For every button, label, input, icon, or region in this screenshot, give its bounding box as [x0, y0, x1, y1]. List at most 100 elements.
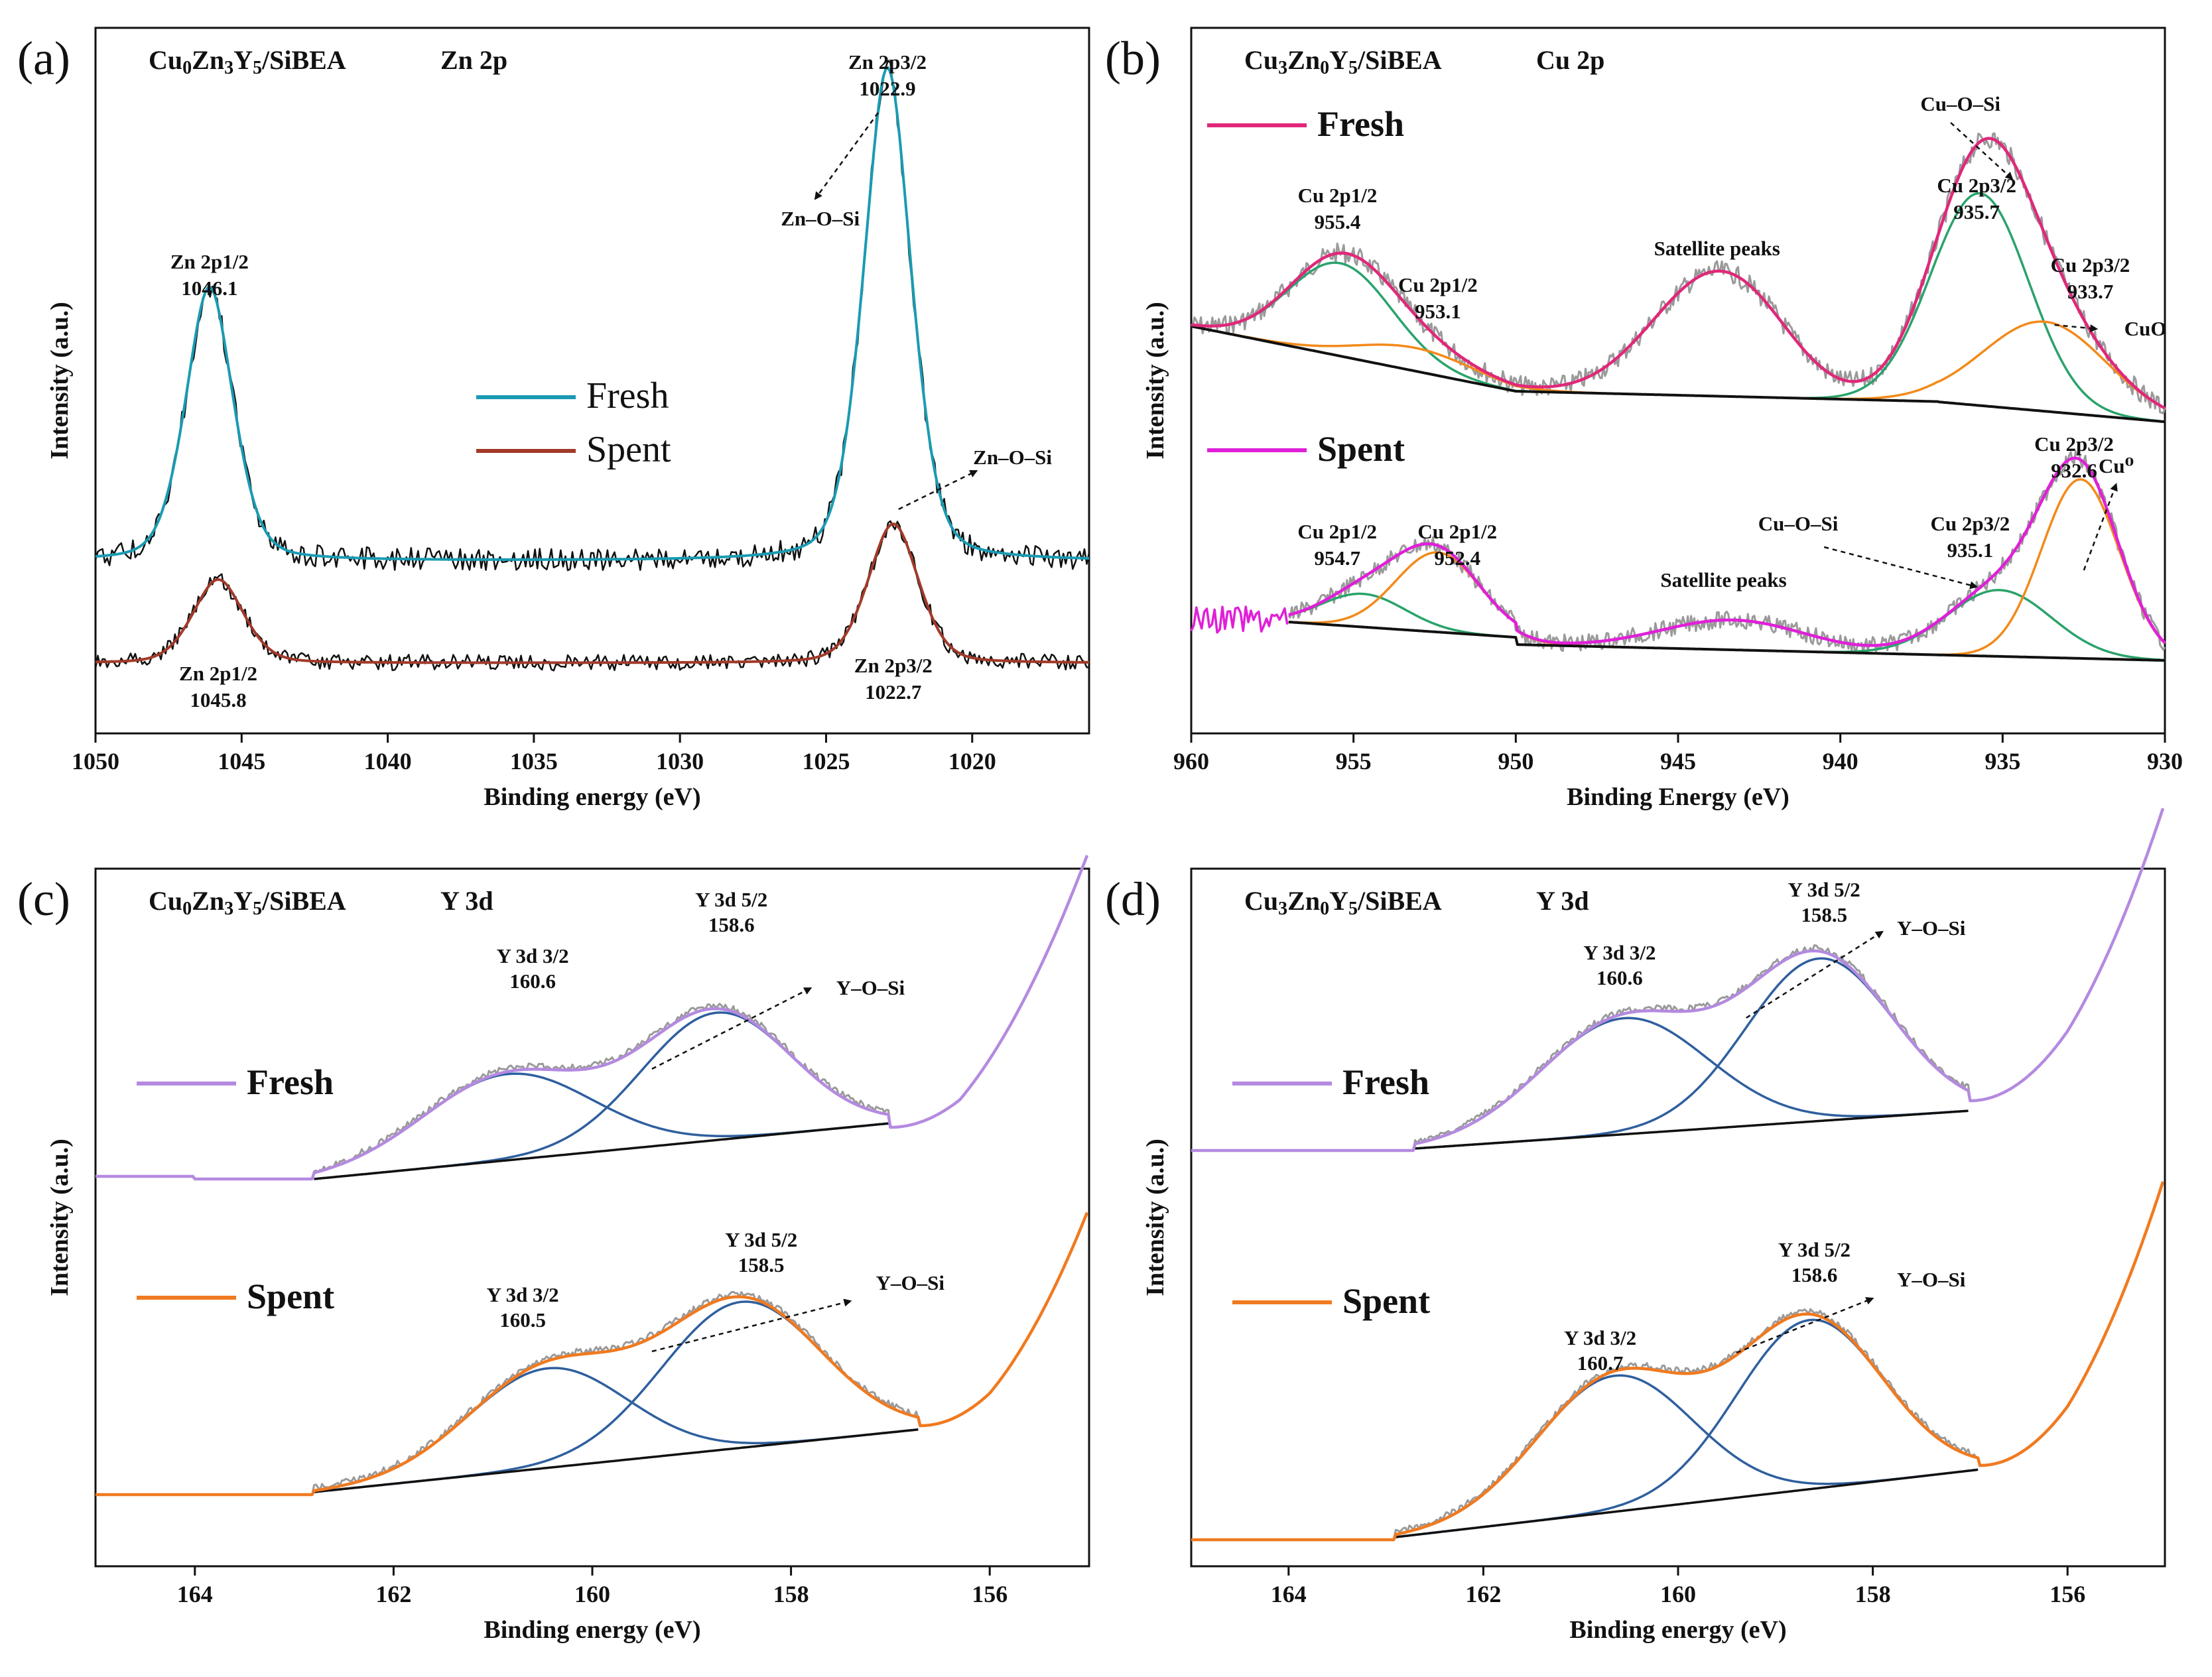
x-tick-label: 940 [1823, 748, 1858, 775]
fresh-background [1415, 1109, 1969, 1150]
spent-raw-spectrum [94, 520, 1089, 672]
fresh-fit-line [95, 66, 1090, 561]
peak-annotation: Zn–O–Si [973, 446, 1052, 469]
peak-annotation: Satellite peaks [1660, 568, 1786, 591]
legend-label: Fresh [1342, 1062, 1429, 1102]
peak-annotation: Y–O–Si [876, 1271, 945, 1294]
fresh-fit-component [1415, 1017, 1969, 1145]
fresh-envelope [1191, 137, 2166, 410]
peak-annotation: Cu–O–Si [1758, 512, 1839, 535]
peak-annotation: Zn 2p3/2 [848, 50, 927, 74]
legend-label: Fresh [1317, 104, 1404, 144]
peak-annotation: Zn 2p1/2 [170, 250, 249, 273]
fresh-raw-spectrum [1191, 808, 2164, 1152]
region-title: Cu 2p [1536, 45, 1604, 75]
legend-label: Spent [586, 429, 671, 470]
plot-frame [94, 27, 1090, 735]
peak-annotation: Y 3d 5/2 [695, 888, 767, 911]
x-tick-label: 158 [773, 1581, 809, 1607]
peak-annotation: Zn 2p1/2 [179, 662, 257, 685]
spent-raw-spectrum [1287, 450, 2166, 654]
peak-annotation: 160.6 [509, 969, 556, 993]
peak-annotation: Satellite peaks [1654, 237, 1780, 260]
spent-fit-component [1288, 478, 2166, 656]
x-tick-label: 1020 [948, 748, 996, 775]
peak-annotation: 158.5 [738, 1253, 785, 1276]
dashed-arrow [898, 469, 978, 511]
peak-annotation: Y–O–Si [836, 976, 905, 999]
legend-label: Spent [247, 1276, 334, 1316]
region-title: Y 3d [440, 886, 493, 916]
x-tick-label: 1050 [72, 748, 119, 775]
x-tick-label: 1040 [364, 748, 412, 775]
fresh-fit-component [1415, 957, 1969, 1150]
peak-annotation: 158.6 [1791, 1263, 1838, 1286]
panel-letter: (b) [1105, 32, 1161, 85]
dashed-arrow [814, 112, 879, 200]
peak-annotation: Y 3d 5/2 [725, 1228, 797, 1251]
peak-annotation: Y 3d 3/2 [497, 944, 569, 967]
panel-letter: (a) [17, 32, 70, 85]
x-tick-label: 960 [1173, 748, 1209, 775]
x-tick-label: 1030 [656, 748, 704, 775]
sample-title: Cu3Zn0Y5/SiBEA [1244, 45, 1442, 78]
dashed-arrow [1736, 1297, 1874, 1354]
spent-envelope [1288, 456, 2166, 647]
x-axis-label: Binding energy (eV) [484, 783, 700, 811]
sample-title: Cu0Zn3Y5/SiBEA [149, 45, 346, 78]
peak-annotation: 1045.8 [190, 688, 246, 712]
x-axis-label: Binding energy (eV) [484, 1616, 700, 1644]
peak-annotation: Cu 2p3/2 [1931, 512, 2010, 535]
spent-background [1396, 1468, 1979, 1538]
peak-annotation: 160.7 [1577, 1351, 1624, 1375]
peak-annotation: 1046.1 [181, 277, 237, 300]
fresh-fit-component [314, 1072, 889, 1174]
x-tick-label: 156 [2049, 1581, 2085, 1607]
x-tick-label: 164 [177, 1581, 213, 1607]
peak-annotation: Cu⁰ [2099, 454, 2134, 477]
fresh-background [314, 1122, 889, 1180]
plot-frame [94, 867, 1090, 1568]
peak-annotation: Cu 2p1/2 [1298, 184, 1378, 207]
peak-annotation: Y–O–Si [1897, 916, 1966, 940]
y-axis-label: Intensity (a.u.) [46, 1139, 74, 1296]
peak-annotation: 933.7 [2067, 280, 2114, 303]
panel-3: 164 162 160 158 156 Binding energy (eV) Intens… [1105, 808, 2166, 1644]
peak-annotation: Y–O–Si [1897, 1268, 1966, 1291]
x-tick-label: 164 [1271, 1581, 1307, 1607]
x-tick-label: 955 [1336, 748, 1372, 775]
peak-annotation: CuO [2124, 317, 2167, 340]
peak-annotation: 954.7 [1314, 546, 1360, 570]
y-axis-label: Intensity (a.u.) [1141, 1139, 1169, 1296]
x-tick-label: 162 [375, 1581, 411, 1607]
legend-label: Fresh [247, 1062, 334, 1102]
x-tick-label: 1035 [510, 748, 558, 775]
x-tick-label: 1025 [802, 748, 850, 775]
x-tick-label: 945 [1660, 748, 1696, 775]
peak-annotation: Cu 2p3/2 [2051, 253, 2130, 277]
fresh-fit-component [1191, 261, 2166, 423]
spent-fit-component [1395, 1374, 1979, 1536]
legend-label: Spent [1342, 1281, 1430, 1321]
fresh-background [1191, 325, 2166, 424]
legend-label: Spent [1317, 429, 1405, 469]
peak-annotation: 955.4 [1315, 210, 1361, 233]
peak-annotation: 160.5 [499, 1308, 546, 1332]
x-tick-label: 160 [574, 1581, 610, 1607]
peak-annotation: 935.1 [1947, 538, 1994, 562]
fresh-fit-component [314, 1011, 889, 1180]
spent-fit-component [314, 1367, 919, 1492]
dashed-arrow [651, 987, 813, 1070]
legend-label: Fresh [586, 375, 669, 416]
dashed-arrow [2054, 324, 2099, 333]
spent-raw-spectrum [1191, 1181, 2164, 1541]
y-axis-label: Intensity (a.u.) [46, 302, 74, 460]
dashed-arrow [2083, 483, 2118, 571]
peak-annotation: 932.6 [2051, 459, 2097, 482]
sample-title: Cu3Zn0Y5/SiBEA [1244, 886, 1442, 919]
peak-annotation: Cu–O–Si [1920, 92, 2000, 115]
x-axis-label: Binding energy (eV) [1569, 1616, 1786, 1644]
peak-annotation: Cu 2p3/2 [1937, 174, 2016, 197]
peak-annotation: 158.6 [708, 913, 755, 936]
fresh-envelope [1191, 808, 2165, 1152]
